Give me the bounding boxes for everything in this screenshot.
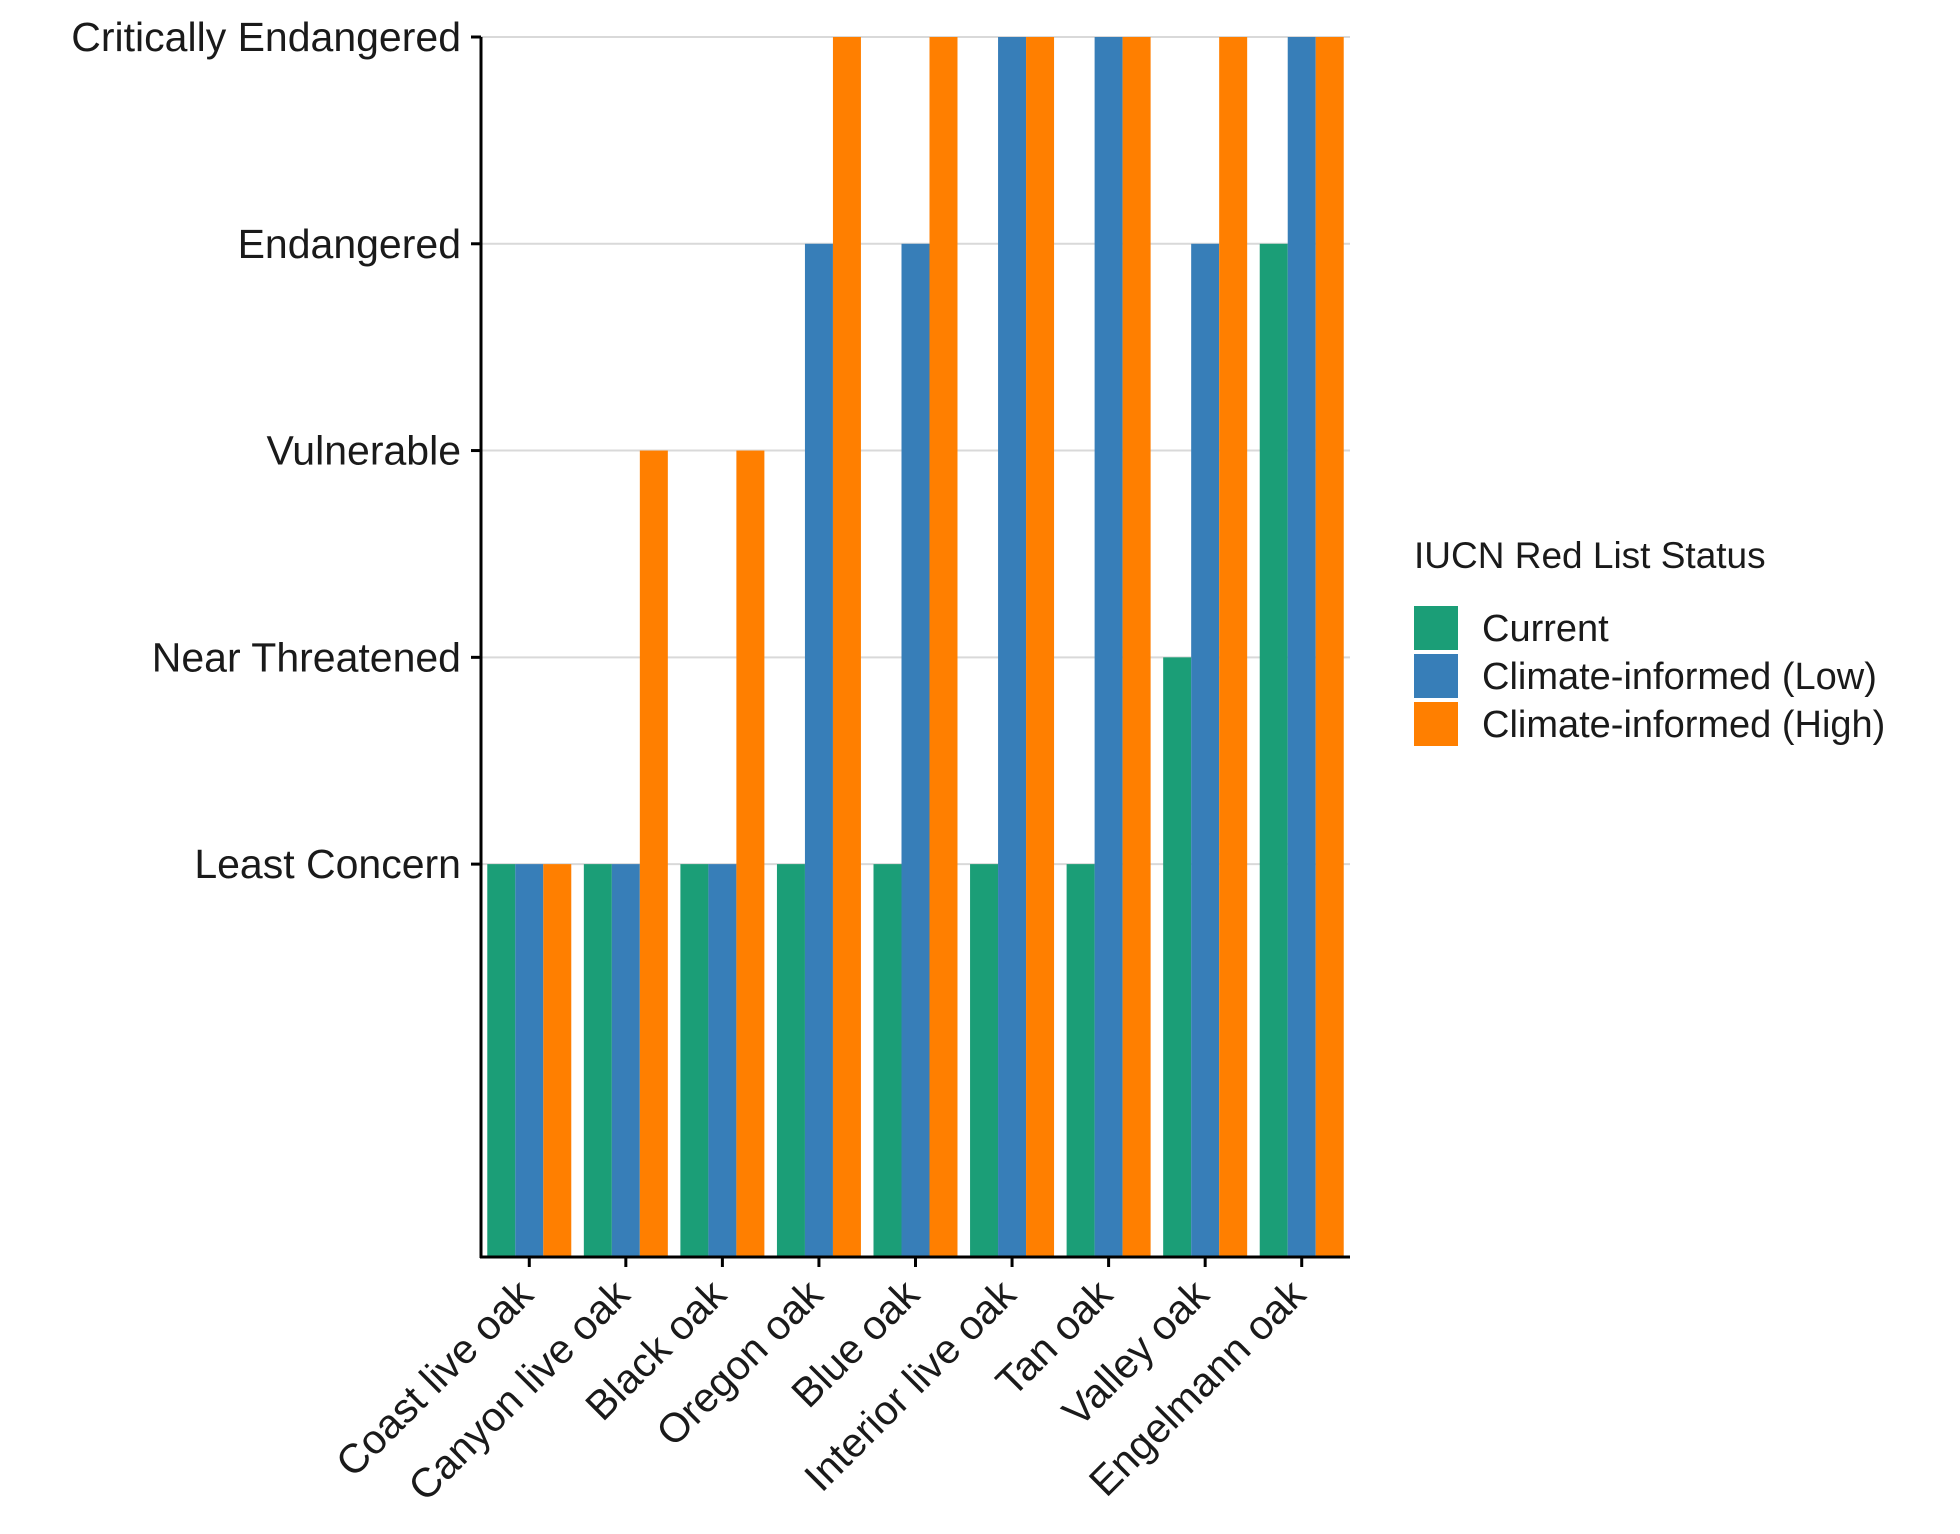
legend-swatch-climate-informed-low <box>1414 654 1458 698</box>
bar-valley-oak-climate-informed-low <box>1191 243 1220 1257</box>
bar-engelmann-oak-climate-informed-high <box>1315 37 1344 1257</box>
legend-swatch-climate-informed-high <box>1414 702 1458 746</box>
legend-title: IUCN Red List Status <box>1414 535 1766 576</box>
y-tick-label: Near Threatened <box>152 634 461 680</box>
legend-label: Current <box>1482 608 1609 650</box>
bar-engelmann-oak-climate-informed-low <box>1287 37 1316 1257</box>
y-tick-label: Critically Endangered <box>71 14 461 60</box>
bar-oregon-oak-climate-informed-high <box>832 37 861 1257</box>
bar-coast-live-oak-current <box>487 864 516 1257</box>
bar-valley-oak-climate-informed-high <box>1219 37 1248 1257</box>
y-tick-label: Vulnerable <box>266 428 461 474</box>
bar-engelmann-oak-current <box>1259 243 1288 1257</box>
bar-coast-live-oak-climate-informed-low <box>515 864 544 1257</box>
bar-tan-oak-climate-informed-low <box>1094 37 1123 1257</box>
bars <box>487 37 1344 1257</box>
bar-black-oak-current <box>680 864 709 1257</box>
y-tick-label: Least Concern <box>194 841 461 887</box>
bar-canyon-live-oak-climate-informed-high <box>639 450 668 1257</box>
bar-oregon-oak-current <box>776 864 805 1257</box>
bar-interior-live-oak-climate-informed-high <box>1026 37 1055 1257</box>
axes: Least Concern Near Threatened Vulnerable En… <box>71 14 1350 1510</box>
bar-tan-oak-current <box>1066 864 1095 1257</box>
y-tick-label: Endangered <box>238 221 461 267</box>
bar-blue-oak-current <box>873 864 902 1257</box>
bar-coast-live-oak-climate-informed-high <box>543 864 572 1257</box>
bar-interior-live-oak-current <box>970 864 999 1257</box>
bar-blue-oak-climate-informed-low <box>901 243 930 1257</box>
bar-oregon-oak-climate-informed-low <box>804 243 833 1257</box>
bar-valley-oak-current <box>1163 657 1192 1257</box>
bar-blue-oak-climate-informed-high <box>929 37 958 1257</box>
bar-tan-oak-climate-informed-high <box>1122 37 1151 1257</box>
legend-swatch-current <box>1414 606 1458 650</box>
bar-canyon-live-oak-current <box>583 864 612 1257</box>
legend-label: Climate-informed (High) <box>1482 704 1885 746</box>
bar-interior-live-oak-climate-informed-low <box>998 37 1027 1257</box>
bar-black-oak-climate-informed-high <box>736 450 765 1257</box>
bar-black-oak-climate-informed-low <box>708 864 737 1257</box>
legend: IUCN Red List Status Current Climate-infor… <box>1414 535 1885 746</box>
legend-label: Climate-informed (Low) <box>1482 656 1877 698</box>
bar-canyon-live-oak-climate-informed-low <box>611 864 640 1257</box>
